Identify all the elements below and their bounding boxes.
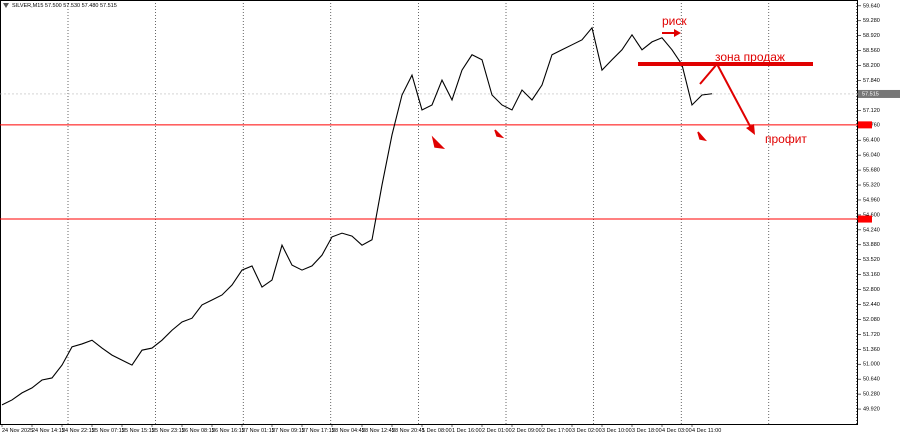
x-tick-label: 25 Nov 23:15 — [152, 428, 185, 434]
y-tick-label: 52.440 — [863, 302, 880, 308]
level-tag — [858, 215, 872, 223]
y-tick-label: 53.880 — [863, 242, 880, 248]
last-price-label: 57.515 — [862, 91, 879, 97]
y-tick-label: 58.200 — [863, 63, 880, 69]
x-tick-label: 24 Nov 22:15 — [62, 428, 95, 434]
y-tick-label: 55.680 — [863, 168, 880, 174]
x-tick-label: 4 Dec 11:00 — [692, 428, 721, 434]
x-tick-label: 25 Nov 15:15 — [122, 428, 155, 434]
y-tick-label: 50.280 — [863, 392, 880, 398]
x-tick-label: 27 Nov 01:15 — [242, 428, 275, 434]
x-tick-label: 28 Nov 04:45 — [332, 428, 365, 434]
y-tick-label: 58.560 — [863, 48, 880, 54]
x-tick-label: 27 Nov 09:15 — [272, 428, 305, 434]
risk-arrowhead — [674, 29, 681, 37]
y-tick-label: 49.920 — [863, 407, 880, 413]
x-tick-label: 2 Dec 01:00 — [482, 428, 512, 434]
y-tick-label: 56.400 — [863, 138, 880, 144]
y-tick-label: 59.640 — [863, 3, 880, 9]
x-tick-label: 2 Dec 17:00 — [542, 428, 572, 434]
x-tick-label: 24 Nov 14:15 — [32, 428, 65, 434]
y-tick-label: 50.640 — [863, 377, 880, 383]
x-tick-label: 3 Dec 18:00 — [632, 428, 662, 434]
profit-arrowhead — [746, 124, 755, 135]
marker-arrow — [494, 129, 505, 139]
y-tick-label: 56.040 — [863, 153, 880, 159]
x-tick-label: 28 Nov 20:45 — [392, 428, 425, 434]
path-up — [699, 63, 718, 85]
path-down — [716, 63, 752, 129]
y-tick-label: 52.800 — [863, 287, 880, 293]
marker-arrow — [697, 131, 708, 142]
y-tick-label: 55.320 — [863, 182, 880, 188]
y-tick-label: 54.600 — [863, 212, 880, 218]
y-tick-label: 54.240 — [863, 227, 880, 233]
y-tick-label: 58.920 — [863, 33, 880, 39]
y-tick-label: 52.080 — [863, 317, 880, 323]
symbol-icon — [3, 3, 9, 8]
plot-frame — [0, 0, 858, 425]
x-tick-label: 3 Dec 02:00 — [572, 428, 602, 434]
x-tick-label: 1 Dec 08:00 — [422, 428, 452, 434]
y-tick-label: 53.520 — [863, 257, 880, 263]
x-tick-label: 26 Nov 08:15 — [182, 428, 215, 434]
x-tick-label: 2 Dec 09:00 — [512, 428, 542, 434]
x-tick-label: 4 Dec 03:00 — [662, 428, 692, 434]
y-tick-label: 51.720 — [863, 332, 880, 338]
annotation: риск — [662, 14, 687, 28]
x-tick-label: 1 Dec 16:00 — [452, 428, 482, 434]
x-tick-label: 25 Nov 07:15 — [92, 428, 125, 434]
y-tick-label: 51.360 — [863, 347, 880, 353]
y-tick-label: 53.160 — [863, 272, 880, 278]
x-tick-label: 3 Dec 10:00 — [602, 428, 632, 434]
y-tick-label: 54.960 — [863, 197, 880, 203]
y-tick-label: 51.000 — [863, 362, 880, 368]
x-tick-label: 26 Nov 16:15 — [212, 428, 245, 434]
y-tick-label: 59.280 — [863, 18, 880, 24]
last-price-box — [858, 89, 900, 98]
x-tick-label: 28 Nov 12:45 — [362, 428, 395, 434]
x-tick-label: 24 Nov 2025 — [2, 428, 33, 434]
price-line — [1, 26, 713, 406]
x-tick-label: 27 Nov 17:15 — [302, 428, 335, 434]
y-tick-label: 57.840 — [863, 78, 880, 84]
chart-title: SILVER,M15 57.500 57.530 57.480 57.515 — [12, 3, 117, 9]
level-tag — [858, 121, 872, 129]
y-tick-label: 57.120 — [863, 108, 880, 114]
annotation: зона продаж — [715, 50, 785, 64]
marker-arrow — [431, 135, 446, 150]
annotation: профит — [765, 132, 807, 146]
